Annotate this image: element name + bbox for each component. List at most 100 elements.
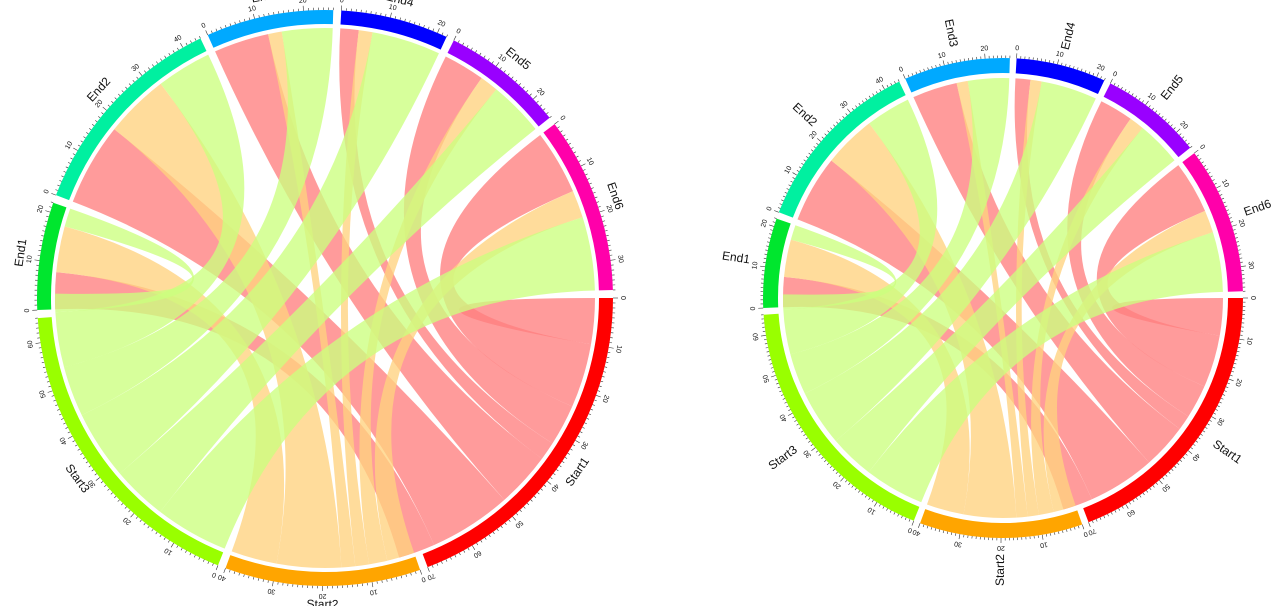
tick-mark	[512, 516, 517, 521]
tick-mark	[1205, 168, 1209, 171]
tick-mark	[800, 430, 804, 433]
sector-label-end3: End3	[942, 18, 961, 49]
tick-mark	[80, 453, 83, 455]
tick-mark	[1099, 517, 1102, 520]
tick-mark	[462, 42, 465, 46]
tick-mark	[1155, 110, 1158, 113]
sector-band-end2	[778, 81, 906, 218]
tick-mark	[565, 138, 569, 141]
tick-label: 10	[1146, 92, 1157, 102]
tick-mark	[595, 395, 601, 398]
tick-mark	[931, 66, 933, 69]
tick-mark	[1219, 194, 1223, 196]
tick-mark	[130, 513, 135, 518]
tick-label: 30	[579, 440, 589, 450]
tick-mark	[1173, 127, 1176, 130]
tick-label: 60	[472, 549, 482, 559]
tick-label: 0	[43, 189, 51, 195]
tick-mark	[1170, 124, 1173, 127]
tick-label: 10	[867, 505, 877, 515]
tick-mark	[41, 361, 45, 364]
tick-mark	[1165, 474, 1168, 477]
tick-mark	[138, 71, 143, 76]
tick-mark	[579, 431, 583, 434]
tick-mark	[760, 334, 766, 337]
tick-mark	[1194, 149, 1199, 154]
tick-mark	[61, 175, 64, 178]
tick-mark	[1177, 462, 1180, 465]
tick-mark	[253, 13, 255, 19]
tick-label: 0	[1015, 45, 1019, 52]
tick-mark	[832, 468, 835, 472]
tick-mark	[781, 199, 784, 202]
tick-mark	[934, 528, 937, 531]
tick-mark	[386, 579, 388, 582]
tick-mark	[815, 450, 819, 453]
tick-mark	[770, 367, 774, 369]
tick-mark	[911, 520, 915, 526]
tick-mark	[189, 552, 192, 556]
tick-mark	[1129, 501, 1131, 505]
tick-mark	[1195, 440, 1199, 443]
tick-mark	[1096, 72, 1099, 78]
tick-mark	[156, 61, 158, 64]
tick-mark	[1148, 105, 1151, 108]
ticks-start3: 0 10 20 30 40 50 60	[27, 317, 219, 578]
tick-mark	[768, 237, 771, 239]
tick-mark	[484, 537, 487, 540]
tick-mark	[842, 115, 845, 119]
tick-mark	[1225, 386, 1229, 389]
tick-mark	[423, 24, 425, 28]
tick-mark	[821, 456, 824, 459]
tick-mark	[1125, 504, 1129, 509]
tick-mark	[557, 126, 560, 129]
tick-mark	[904, 517, 907, 521]
tick-mark	[590, 408, 594, 411]
tick-mark	[467, 547, 470, 551]
tick-mark	[602, 376, 605, 378]
tick-label: 20	[1178, 120, 1189, 131]
tick-mark	[813, 146, 816, 149]
tick-mark	[511, 76, 514, 79]
tick-mark	[135, 516, 138, 519]
tick-mark	[98, 116, 101, 119]
tick-mark	[546, 112, 549, 115]
tick-mark	[427, 566, 430, 572]
tick-mark	[445, 559, 448, 562]
tick-mark	[86, 132, 89, 135]
tick-mark	[1210, 175, 1213, 178]
sector-label-end1: End1	[12, 237, 30, 267]
sector-band-start3	[763, 313, 920, 521]
tick-label: 40	[173, 34, 183, 44]
tick-mark	[769, 233, 772, 235]
tick-mark	[1232, 367, 1236, 369]
tick-mark	[488, 534, 491, 537]
tick-mark	[851, 485, 854, 488]
tick-mark	[47, 390, 53, 393]
tick-mark	[766, 351, 770, 353]
tick-label: 20	[760, 219, 769, 229]
link-start1-to-end6	[1096, 165, 1220, 387]
tick-mark	[529, 93, 532, 96]
tick-mark	[248, 17, 251, 21]
sector-band-start1	[422, 298, 613, 568]
tick-mark	[413, 21, 416, 25]
tick-label: 40	[549, 482, 559, 493]
tick-mark	[816, 138, 822, 142]
tick-mark	[861, 100, 864, 103]
tick-mark	[572, 444, 576, 447]
tick-label: 60	[27, 340, 35, 349]
tick-label: 40	[875, 76, 885, 86]
tick-mark	[1211, 416, 1217, 420]
tick-mark	[51, 193, 57, 196]
link-start3-to-end4	[804, 81, 1096, 441]
tick-mark	[1162, 477, 1165, 480]
sector-band-start2	[920, 509, 1083, 538]
tick-mark	[1124, 88, 1127, 92]
tick-mark	[1168, 471, 1171, 474]
tick-label: 30	[803, 448, 813, 459]
tick-mark	[466, 45, 469, 48]
tick-label: 30	[1215, 416, 1225, 426]
tick-mark	[1054, 532, 1056, 535]
tick-mark	[554, 120, 559, 125]
